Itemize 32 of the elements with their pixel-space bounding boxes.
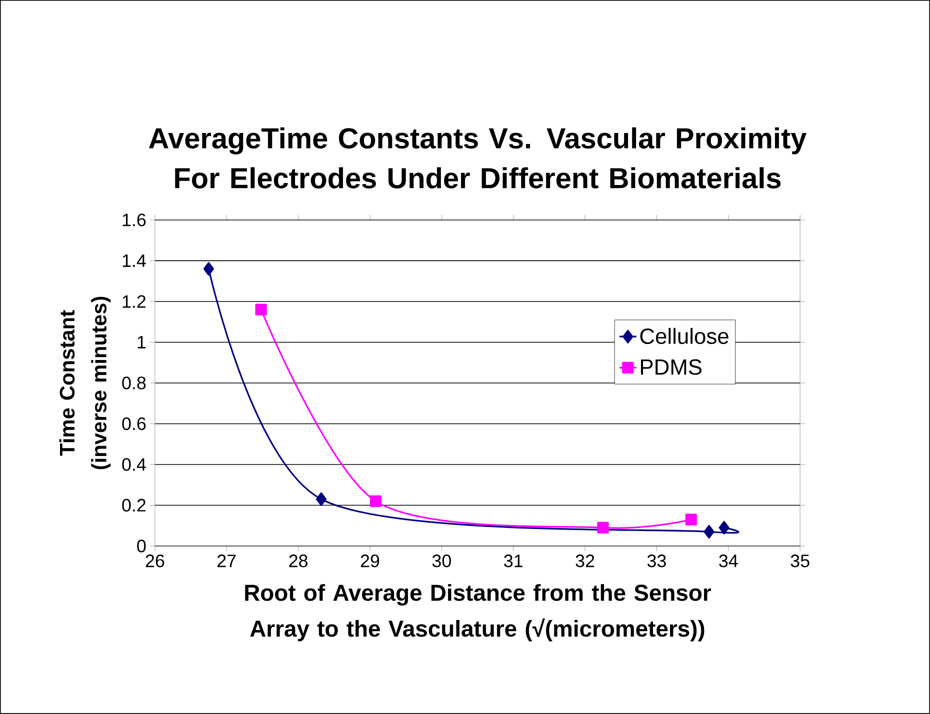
x-tick-label: 31: [504, 554, 522, 568]
legend-label: Cellulose: [640, 328, 728, 344]
x-axis-title: Root of Average Distance from the Sensor Array to the Vasculature (√(micrometers)): [245, 584, 712, 642]
x-tick-label: 26: [146, 554, 164, 568]
x-tick-label: 30: [432, 554, 451, 568]
legend-label: PDMS: [640, 359, 702, 375]
y-tick-label: 0.2: [122, 498, 146, 512]
y-tick-label: 1: [138, 336, 146, 348]
x-tick-label: 28: [289, 554, 308, 568]
y-tick-label: 1.2: [122, 295, 146, 308]
point: [255, 304, 267, 316]
x-tick-label: 34: [719, 554, 738, 568]
x-tick-label: 29: [360, 554, 380, 568]
x-tick-label: 27: [218, 554, 236, 568]
x-tick-label: 35: [790, 554, 810, 568]
point: [597, 522, 609, 534]
point: [370, 495, 382, 507]
point: [704, 524, 714, 539]
x-tick-label: 33: [647, 554, 666, 568]
y-tick-label: 0.8: [122, 376, 146, 390]
y-tick-label: 0: [137, 540, 146, 552]
chart-title: AverageTime Constants Vs. Vascular Proximity For Electrodes Under Different Biomaterials: [148, 127, 807, 188]
y-tick-label: 1.4: [122, 254, 146, 267]
point: [718, 520, 730, 534]
point: [203, 262, 214, 276]
point: [316, 492, 327, 506]
point: [685, 514, 697, 526]
y-axis-title: Time Constant (inverse minutes): [59, 296, 111, 470]
y-tick-label: 0.4: [122, 458, 146, 471]
y-tick-label: 0.6: [122, 417, 146, 430]
y-tick-label: 1.6: [122, 214, 146, 226]
x-tick-label: 32: [576, 554, 594, 568]
